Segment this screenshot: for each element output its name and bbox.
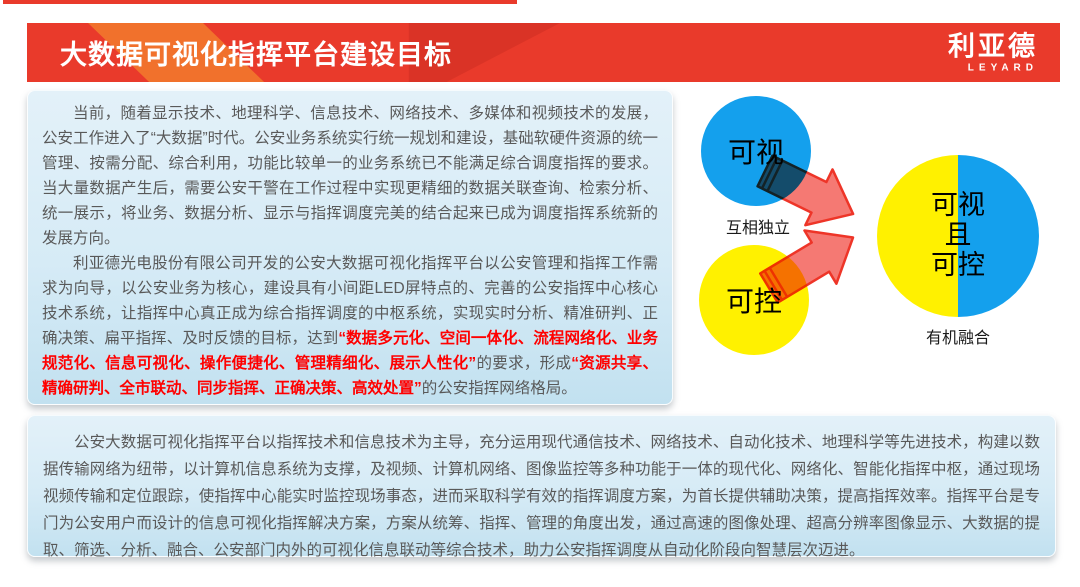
title-banner: 大数据可视化指挥平台建设目标 利亚德 LEYARD — [27, 23, 1060, 82]
caption-merged: 有机融合 — [925, 330, 990, 347]
logo-cn-text: 利亚德 — [948, 30, 1038, 61]
control-circle: 可控 — [699, 245, 809, 355]
caption-independent: 互相独立 — [725, 220, 790, 237]
visual-circle-label: 可视 — [727, 137, 784, 168]
visual-circle: 可视 — [701, 96, 811, 206]
top-accent-strip — [3, 0, 517, 4]
intro-paragraph-2: 利亚德光电股份有限公司开发的公安大数据可视化指挥平台以公安管理和指挥工作需求为向… — [42, 255, 658, 397]
intro-paragraph-1: 当前，随着显示技术、地理科学、信息技术、网络技术、多媒体和视频技术的发展，公安工… — [42, 105, 658, 247]
leyard-logo: 利亚德 LEYARD — [948, 30, 1038, 74]
control-circle-label: 可控 — [725, 286, 782, 317]
summary-text-panel: 公安大数据可视化指挥平台以指挥技术和信息技术为主导，充分运用现代通信技术、网络技… — [27, 415, 1056, 559]
intro-text-panel: 当前，随着显示技术、地理科学、信息技术、网络技术、多媒体和视频技术的发展，公安工… — [27, 90, 673, 405]
logo-en-text: LEYARD — [967, 62, 1038, 74]
page-title: 大数据可视化指挥平台建设目标 — [60, 40, 452, 70]
summary-paragraph: 公安大数据可视化指挥平台以指挥技术和信息技术为主导，充分运用现代通信技术、网络技… — [43, 434, 1040, 559]
merged-circle: 可视且可控 — [877, 155, 1039, 317]
merged-circle-label: 可视且可控 — [931, 190, 985, 280]
